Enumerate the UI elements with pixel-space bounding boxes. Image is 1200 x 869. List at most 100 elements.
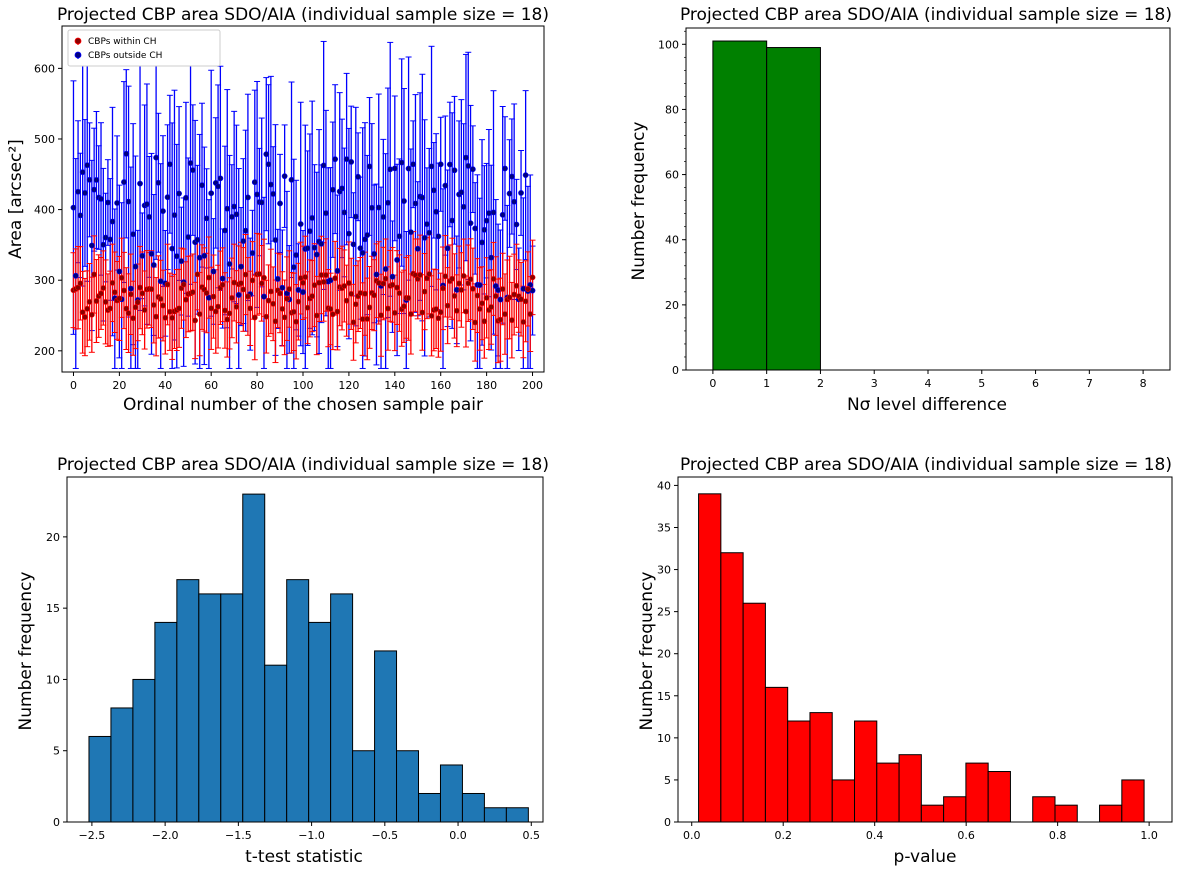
data-point <box>451 167 458 174</box>
data-point <box>82 190 88 196</box>
data-point <box>426 271 433 277</box>
p3-bar <box>374 650 398 823</box>
p3-xtick-label: 0.0 <box>449 829 467 842</box>
data-point <box>366 163 373 170</box>
data-point <box>144 201 150 208</box>
panel1-title: Projected CBP area SDO/AIA (individual s… <box>57 5 549 25</box>
data-point <box>127 285 134 292</box>
data-point <box>215 303 221 310</box>
p2-xtick-label: 6 <box>1032 377 1039 390</box>
data-point <box>440 285 446 292</box>
data-point <box>107 236 114 243</box>
data-point <box>375 204 382 211</box>
p3-xtick-label: −0.5 <box>371 829 398 842</box>
data-point <box>245 293 251 300</box>
p4-bar <box>764 686 789 823</box>
p3-frame <box>66 476 544 823</box>
p2-xtick-label: 7 <box>1086 377 1093 390</box>
data-point <box>525 286 531 292</box>
data-point <box>215 183 221 190</box>
data-point <box>123 150 130 157</box>
data-point <box>311 282 318 289</box>
data-point <box>456 280 462 287</box>
data-point <box>183 194 189 201</box>
p4-xtick-label: 1.0 <box>1140 829 1158 842</box>
data-point <box>508 173 515 180</box>
p3-ytick-label: 15 <box>46 602 60 615</box>
data-point <box>217 175 224 182</box>
data-point <box>463 308 469 315</box>
data-point <box>130 231 137 238</box>
p3-bar <box>352 750 376 823</box>
data-point <box>160 302 166 309</box>
data-point <box>463 154 469 161</box>
data-point <box>277 290 283 297</box>
data-point <box>467 220 474 227</box>
p2-xtick-label: 4 <box>925 377 932 390</box>
data-point <box>125 198 132 205</box>
data-point <box>481 318 488 325</box>
p4-bar <box>943 796 967 823</box>
data-point <box>366 304 373 311</box>
data-point <box>247 305 254 312</box>
data-point <box>295 287 302 293</box>
data-point <box>527 311 534 317</box>
data-point <box>251 179 258 186</box>
data-point <box>93 298 100 304</box>
data-point <box>279 305 286 312</box>
p4-bar <box>854 720 878 823</box>
data-point <box>240 238 247 244</box>
data-point <box>150 262 157 268</box>
data-point <box>160 208 166 215</box>
data-point <box>522 172 529 179</box>
data-point <box>300 289 306 295</box>
data-point <box>329 311 336 318</box>
data-point <box>88 242 95 249</box>
data-point <box>304 245 311 252</box>
p3-bar <box>154 621 178 823</box>
data-point <box>270 191 277 197</box>
panel2-ylabel: Number frequency <box>629 122 649 281</box>
data-point <box>274 276 281 282</box>
p2-xtick-label: 0 <box>709 377 716 390</box>
data-point <box>309 293 316 300</box>
p4-ytick-label: 35 <box>657 521 671 534</box>
data-point <box>502 311 508 318</box>
data-point <box>86 298 93 305</box>
data-point <box>385 199 391 206</box>
panel3-xlabel: t-test statistic <box>245 847 363 867</box>
data-point <box>401 198 407 204</box>
data-point <box>155 179 162 186</box>
data-point <box>256 271 263 277</box>
data-point <box>157 296 164 302</box>
p4-ytick-label: 40 <box>657 479 671 492</box>
data-point <box>109 218 116 225</box>
data-point <box>371 292 378 299</box>
panel4-xlabel: p-value <box>894 847 957 867</box>
data-point <box>451 293 458 299</box>
p2-ytick-label: 80 <box>665 103 679 116</box>
p3-bar <box>198 593 222 823</box>
data-point <box>226 310 233 317</box>
p3-ytick-label: 0 <box>53 816 60 829</box>
data-point <box>178 258 185 265</box>
p1-xtick-label: 100 <box>293 379 314 392</box>
p3-ytick-label: 5 <box>53 745 60 758</box>
data-point <box>437 309 444 316</box>
data-point <box>171 212 178 218</box>
data-point <box>362 290 368 297</box>
data-point <box>132 263 139 270</box>
data-point <box>233 211 240 218</box>
data-point <box>428 163 435 170</box>
data-point <box>91 186 98 193</box>
data-point <box>134 299 141 306</box>
panel-pvalue-histogram: Projected CBP area SDO/AIA (individual s… <box>637 455 1173 867</box>
p1-xtick-label: 40 <box>158 379 172 392</box>
data-point <box>224 205 231 212</box>
data-point <box>265 161 272 168</box>
p4-ytick-label: 30 <box>657 564 671 577</box>
data-point <box>141 307 148 313</box>
data-point <box>210 268 217 275</box>
data-point <box>306 228 313 235</box>
data-point <box>201 252 208 259</box>
